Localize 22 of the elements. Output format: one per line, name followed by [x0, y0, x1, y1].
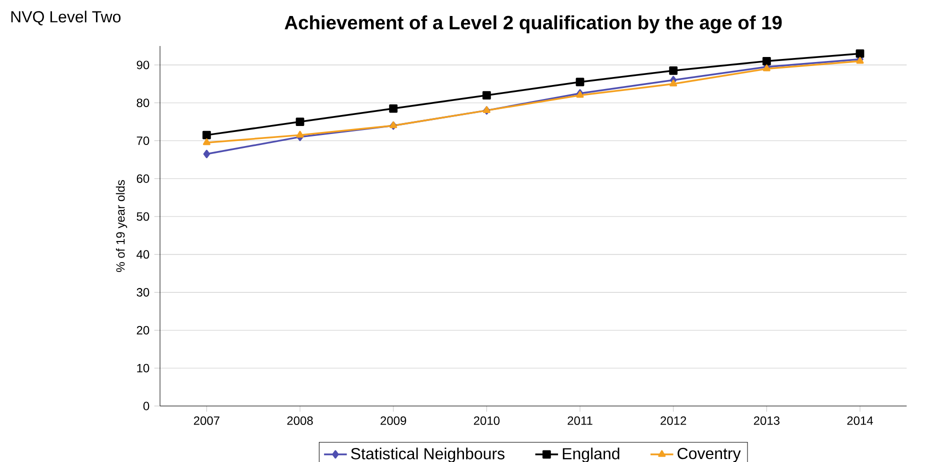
x-tick-label: 2008 — [287, 416, 313, 425]
y-tick-label: 20 — [136, 326, 150, 334]
y-tick-label: 60 — [136, 174, 150, 183]
text: NVQ Level Two — [11, 10, 121, 26]
y-tick-label: 50 — [136, 212, 150, 221]
x-tick-label: 2012 — [660, 416, 686, 425]
y-axis-title: % of 19 year olds — [116, 180, 128, 272]
x-tick-label: 2009 — [380, 416, 406, 425]
y-tick-label: 40 — [136, 250, 150, 259]
x-tick-label: 2011 — [568, 416, 592, 425]
x-tick-label: 2013 — [754, 416, 780, 425]
x-tick-label: 2007 — [194, 416, 220, 425]
x-tick-label: 2010 — [474, 416, 500, 425]
chart-title: Achievement of a Level 2 qualification by the age of 19 — [284, 15, 782, 34]
y-tick-label: 30 — [136, 288, 150, 297]
y-tick-label: 70 — [136, 136, 150, 145]
legend-label: Coventry — [678, 448, 741, 462]
y-tick-label: 90 — [136, 60, 150, 70]
y-tick-label: 10 — [137, 364, 150, 372]
x-tick-label: 2014 — [847, 416, 873, 425]
y-tick-label: 80 — [136, 98, 150, 108]
y-tick-label: 0 — [143, 402, 150, 410]
